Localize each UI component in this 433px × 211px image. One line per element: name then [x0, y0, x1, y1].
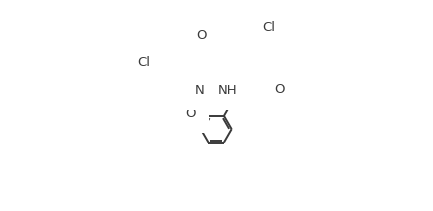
Text: O: O: [274, 83, 284, 96]
Text: NH: NH: [195, 84, 214, 97]
Text: O: O: [220, 81, 230, 93]
Text: NH: NH: [218, 84, 238, 97]
Text: Cl: Cl: [137, 56, 150, 69]
Text: O: O: [196, 29, 207, 42]
Text: O: O: [185, 107, 195, 120]
Text: Cl: Cl: [262, 21, 275, 34]
